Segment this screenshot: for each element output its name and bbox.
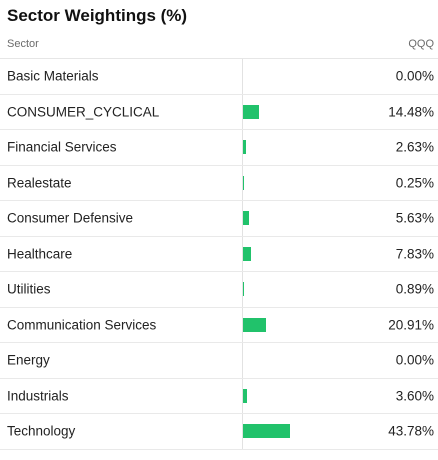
sector-label: Basic Materials bbox=[7, 68, 99, 84]
sector-table-body: Basic Materials 0.00% CONSUMER_CYCLICAL 14.… bbox=[0, 59, 438, 450]
column-header-sector: Sector bbox=[7, 38, 39, 50]
column-header-fund: QQQ bbox=[408, 38, 434, 50]
table-row: Consumer Defensive 5.63% bbox=[0, 201, 438, 237]
table-row: Utilities 0.89% bbox=[0, 272, 438, 308]
weight-bar bbox=[243, 424, 291, 439]
weight-bar bbox=[243, 317, 266, 332]
sector-label: Energy bbox=[7, 352, 50, 368]
sector-label: Consumer Defensive bbox=[7, 210, 134, 226]
weight-bar bbox=[243, 246, 252, 261]
bar-track bbox=[242, 272, 347, 307]
bar-track bbox=[242, 165, 347, 200]
table-row: Technology 43.78% bbox=[0, 414, 438, 450]
table-row: Industrials 3.60% bbox=[0, 378, 438, 414]
sector-value: 43.78% bbox=[388, 423, 434, 439]
bar-track bbox=[242, 378, 347, 413]
sector-value: 5.63% bbox=[395, 210, 434, 226]
sector-value: 0.00% bbox=[395, 352, 434, 368]
weight-bar bbox=[243, 282, 244, 297]
table-row: Basic Materials 0.00% bbox=[0, 59, 438, 95]
table-row: Communication Services 20.91% bbox=[0, 307, 438, 343]
sector-value: 2.63% bbox=[395, 139, 434, 155]
sector-label: Communication Services bbox=[7, 317, 157, 333]
sector-label: Utilities bbox=[7, 281, 51, 297]
widget-title: Sector Weightings (%) bbox=[7, 6, 188, 25]
bar-track bbox=[242, 307, 347, 342]
bar-track bbox=[242, 414, 347, 449]
sector-label: CONSUMER_CYCLICAL bbox=[7, 104, 160, 120]
weight-bar bbox=[243, 388, 247, 403]
bar-track bbox=[242, 236, 347, 271]
weight-bar bbox=[243, 175, 244, 190]
table-header: Sector QQQ bbox=[0, 34, 438, 59]
bar-track bbox=[242, 130, 347, 165]
sector-value: 0.89% bbox=[395, 281, 434, 297]
weight-bar bbox=[243, 211, 250, 226]
sector-label: Industrials bbox=[7, 388, 69, 404]
weight-bar bbox=[243, 104, 259, 119]
sector-value: 14.48% bbox=[388, 104, 434, 120]
bar-track bbox=[242, 59, 347, 94]
sector-value: 0.00% bbox=[395, 68, 434, 84]
sector-label: Realestate bbox=[7, 175, 72, 191]
table-row: Healthcare 7.83% bbox=[0, 236, 438, 272]
sector-label: Financial Services bbox=[7, 139, 117, 155]
table-row: Financial Services 2.63% bbox=[0, 130, 438, 166]
sector-value: 20.91% bbox=[388, 317, 434, 333]
table-row: Energy 0.00% bbox=[0, 343, 438, 379]
bar-track bbox=[242, 343, 347, 378]
bar-track bbox=[242, 94, 347, 129]
sector-value: 3.60% bbox=[395, 388, 434, 404]
sector-value: 7.83% bbox=[395, 246, 434, 262]
sector-label: Healthcare bbox=[7, 246, 73, 262]
table-row: CONSUMER_CYCLICAL 14.48% bbox=[0, 94, 438, 130]
weight-bar bbox=[243, 140, 246, 155]
sector-label: Technology bbox=[7, 423, 76, 439]
bar-track bbox=[242, 201, 347, 236]
table-row: Realestate 0.25% bbox=[0, 165, 438, 201]
sector-value: 0.25% bbox=[395, 175, 434, 191]
